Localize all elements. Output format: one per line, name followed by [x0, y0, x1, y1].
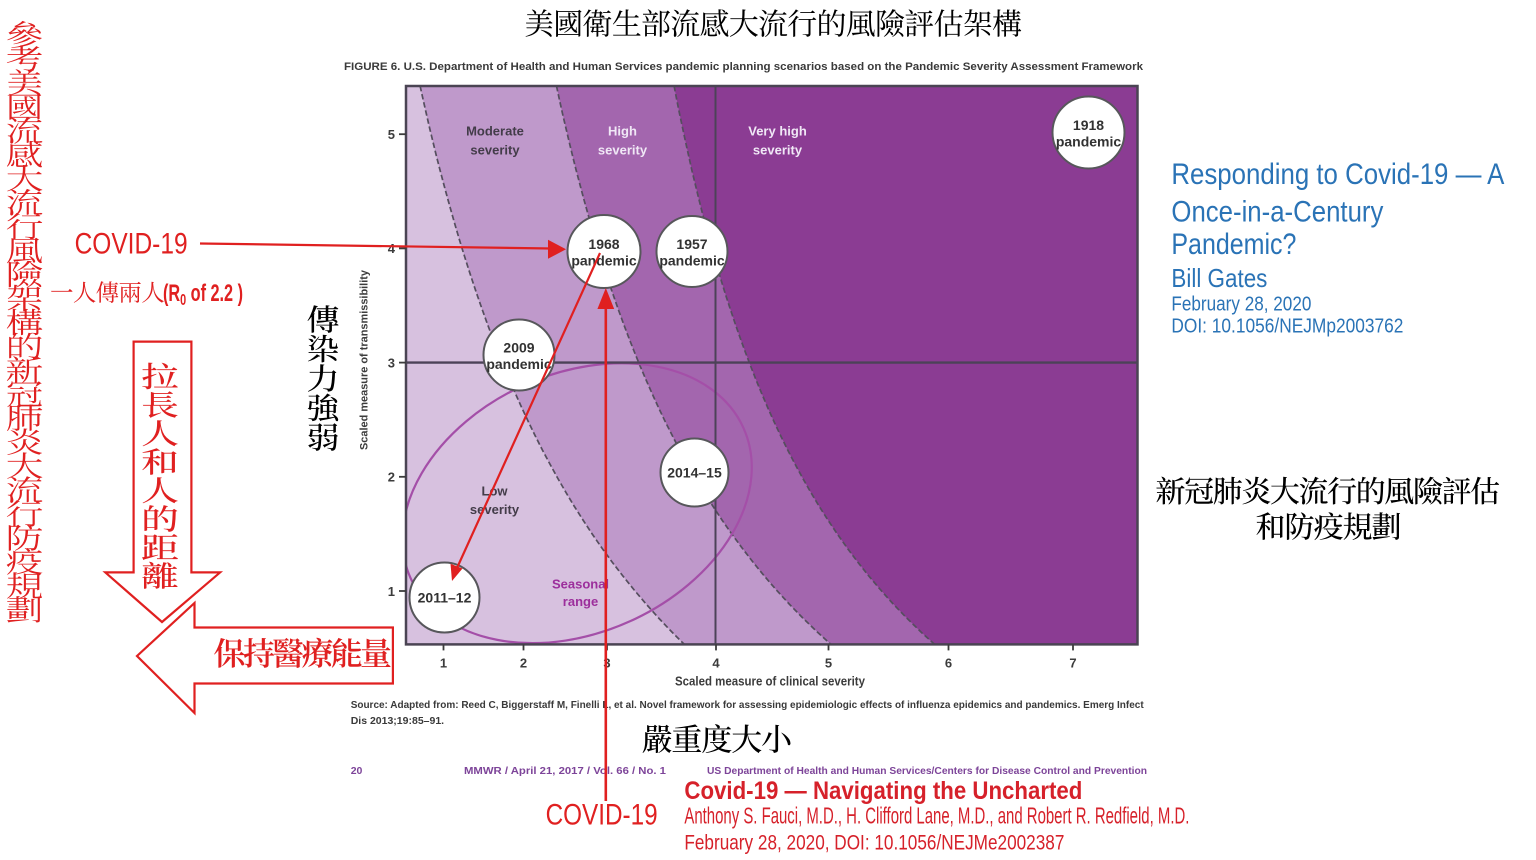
svg-text:US Department of Health and Hu: US Department of Health and Human Servic… — [707, 765, 1147, 777]
svg-text:Pandemic?: Pandemic? — [1171, 228, 1296, 261]
svg-text:2011–12: 2011–12 — [418, 590, 472, 606]
svg-text:1: 1 — [440, 656, 447, 671]
svg-text:Low: Low — [482, 484, 509, 499]
svg-text:Covid-19 — Navigating the Unch: Covid-19 — Navigating the Uncharted — [684, 777, 1082, 805]
svg-text:2: 2 — [520, 656, 527, 671]
svg-text:severity: severity — [470, 143, 520, 158]
svg-text:1968: 1968 — [588, 236, 619, 252]
svg-text:(R0 of 2.2 ): (R0 of 2.2 ) — [163, 280, 243, 309]
svg-text:pandemic: pandemic — [486, 356, 552, 372]
svg-text:COVID-19: COVID-19 — [546, 799, 658, 832]
svg-text:3: 3 — [388, 355, 395, 370]
svg-text:7: 7 — [1069, 656, 1076, 671]
svg-text:2009: 2009 — [503, 340, 534, 356]
svg-text:February 28, 2020: February 28, 2020 — [1171, 294, 1311, 316]
svg-text:2014–15: 2014–15 — [667, 465, 722, 481]
svg-text:2: 2 — [388, 470, 395, 485]
svg-text:FIGURE 6. U.S. Department of H: FIGURE 6. U.S. Department of Health and … — [344, 61, 1144, 73]
svg-text:February 28, 2020, DOI: 10.105: February 28, 2020, DOI: 10.1056/NEJMe200… — [684, 831, 1064, 855]
svg-text:Once-in-a-Century: Once-in-a-Century — [1171, 196, 1383, 229]
svg-text:High: High — [608, 124, 637, 139]
svg-text:Moderate: Moderate — [466, 124, 524, 139]
svg-text:Scaled measure of clinical sev: Scaled measure of clinical severity — [675, 675, 865, 689]
svg-text:DOI: 10.1056/NEJMp2003762: DOI: 10.1056/NEJMp2003762 — [1171, 316, 1403, 338]
svg-text:Seasonal: Seasonal — [552, 577, 609, 592]
svg-text:severity: severity — [470, 502, 520, 517]
svg-text:20: 20 — [351, 765, 363, 777]
svg-text:Source: Adapted from: Reed C,: Source: Adapted from: Reed C, Biggerstaf… — [351, 699, 1144, 711]
svg-text:severity: severity — [753, 143, 803, 158]
svg-text:severity: severity — [598, 143, 648, 158]
svg-text:Anthony S. Fauci, M.D., H. Cli: Anthony S. Fauci, M.D., H. Clifford Lane… — [684, 803, 1189, 829]
svg-text:Bill Gates: Bill Gates — [1171, 263, 1267, 293]
svg-text:Responding to Covid-19 — A: Responding to Covid-19 — A — [1171, 158, 1504, 191]
svg-text:pandemic: pandemic — [1056, 134, 1122, 150]
svg-text:Scaled measure of transmissibi: Scaled measure of transmissibility — [359, 269, 371, 450]
svg-text:4: 4 — [388, 241, 396, 256]
svg-text:1957: 1957 — [676, 236, 707, 252]
svg-text:pandemic: pandemic — [571, 253, 637, 269]
svg-text:pandemic: pandemic — [659, 253, 725, 269]
svg-text:5: 5 — [825, 656, 832, 671]
svg-text:4: 4 — [712, 656, 720, 671]
svg-text:1: 1 — [388, 584, 395, 599]
svg-text:MMWR / April 21, 2017 / Vol. 6: MMWR / April 21, 2017 / Vol. 66 / No. 1 — [464, 765, 666, 777]
svg-text:range: range — [563, 594, 598, 609]
svg-text:1918: 1918 — [1073, 117, 1104, 133]
svg-text:COVID-19: COVID-19 — [75, 228, 188, 261]
svg-text:5: 5 — [388, 127, 395, 142]
svg-text:6: 6 — [945, 656, 952, 671]
svg-text:Dis 2013;19:85–91.: Dis 2013;19:85–91. — [351, 715, 444, 727]
svg-text:Very high: Very high — [748, 124, 807, 139]
